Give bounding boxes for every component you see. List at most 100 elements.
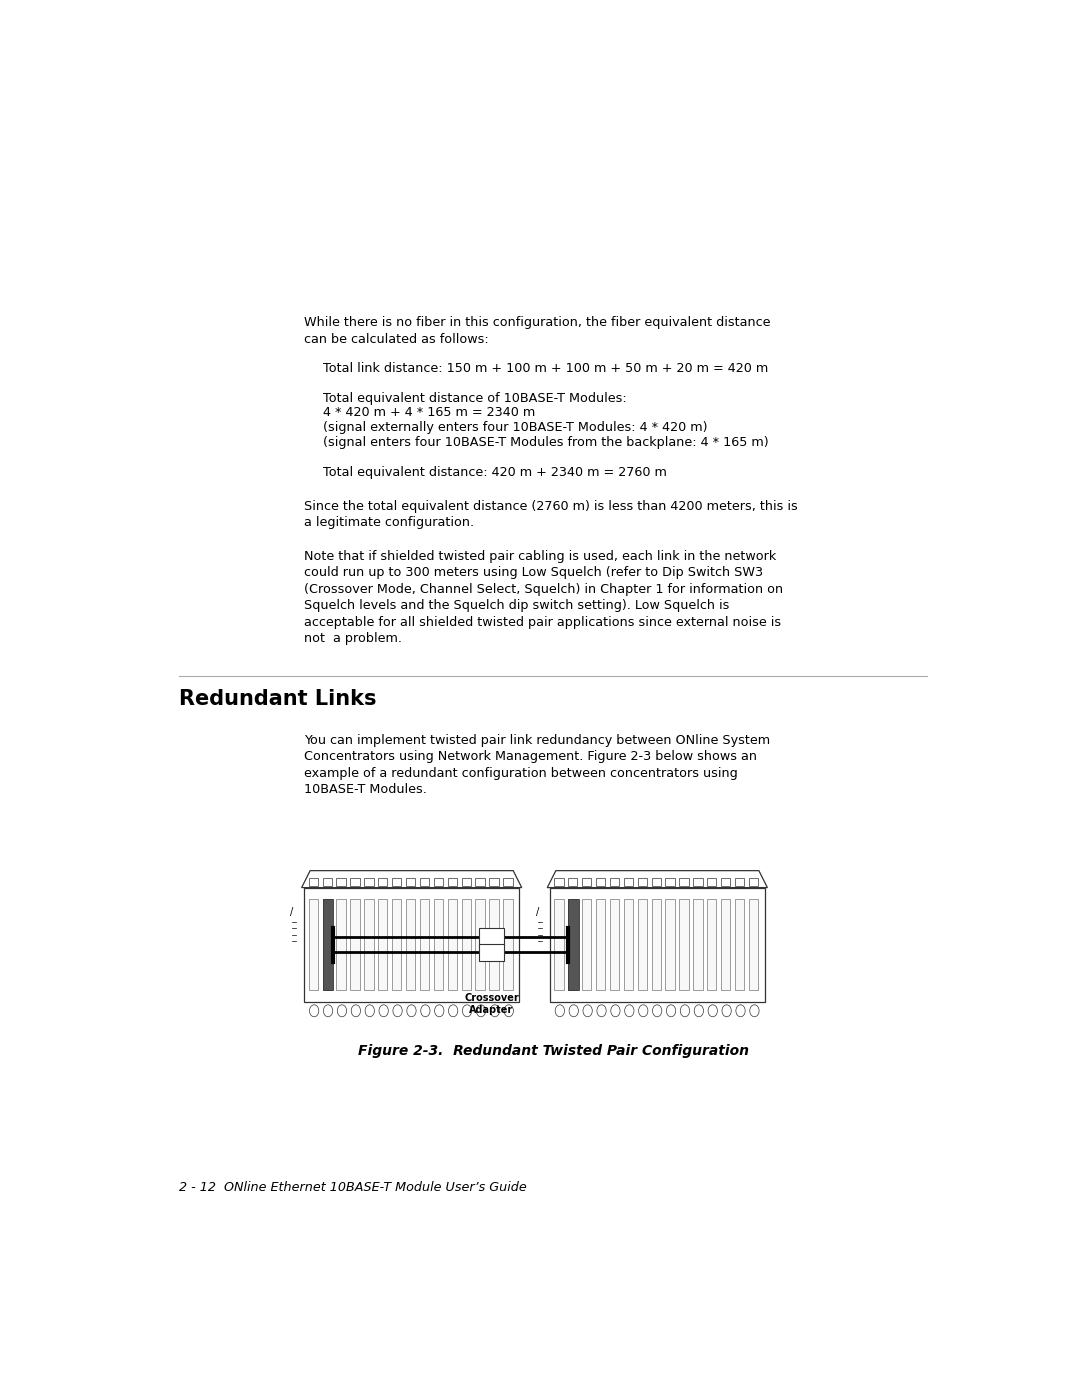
Circle shape — [379, 1004, 389, 1017]
Bar — [651, 879, 661, 886]
Circle shape — [666, 1004, 676, 1017]
Bar — [707, 900, 716, 990]
Circle shape — [310, 1004, 319, 1017]
Bar — [336, 900, 346, 990]
Bar — [323, 879, 332, 886]
Bar — [735, 900, 744, 990]
Bar — [480, 929, 504, 946]
Circle shape — [365, 1004, 375, 1017]
Bar — [624, 879, 633, 886]
Bar — [748, 900, 758, 990]
Bar — [392, 879, 402, 886]
Bar — [461, 900, 471, 990]
Bar — [503, 900, 513, 990]
Bar — [364, 900, 374, 990]
Polygon shape — [301, 870, 522, 887]
Bar — [721, 900, 730, 990]
Bar — [480, 944, 504, 961]
Text: 2 - 12  ONline Ethernet 10BASE-T Module User’s Guide: 2 - 12 ONline Ethernet 10BASE-T Module U… — [179, 1180, 527, 1194]
Circle shape — [448, 1004, 458, 1017]
Text: Total link distance: 150 m + 100 m + 100 m + 50 m + 20 m = 420 m: Total link distance: 150 m + 100 m + 100… — [323, 362, 769, 376]
Bar — [610, 900, 619, 990]
Circle shape — [750, 1004, 759, 1017]
Text: /: / — [291, 907, 294, 916]
Bar — [406, 900, 415, 990]
Bar — [323, 900, 334, 990]
Bar — [554, 879, 564, 886]
Text: Note that if shielded twisted pair cabling is used, each link in the network
cou: Note that if shielded twisted pair cabli… — [303, 549, 783, 645]
Bar — [568, 879, 578, 886]
Bar — [582, 900, 592, 990]
Circle shape — [393, 1004, 402, 1017]
Circle shape — [735, 1004, 745, 1017]
Bar — [651, 900, 661, 990]
Bar — [568, 900, 579, 990]
Circle shape — [434, 1004, 444, 1017]
Text: 4 * 420 m + 4 * 165 m = 2340 m: 4 * 420 m + 4 * 165 m = 2340 m — [323, 407, 536, 419]
Bar — [665, 900, 675, 990]
Circle shape — [337, 1004, 347, 1017]
Bar — [582, 879, 592, 886]
Circle shape — [421, 1004, 430, 1017]
Circle shape — [723, 1004, 731, 1017]
Bar — [679, 879, 689, 886]
Bar — [596, 900, 605, 990]
Circle shape — [555, 1004, 565, 1017]
Circle shape — [597, 1004, 606, 1017]
Bar — [568, 900, 578, 990]
Bar — [503, 879, 513, 886]
Bar — [447, 900, 457, 990]
Bar — [303, 887, 519, 1002]
Text: Figure 2-3.  Redundant Twisted Pair Configuration: Figure 2-3. Redundant Twisted Pair Confi… — [357, 1044, 750, 1058]
Circle shape — [569, 1004, 579, 1017]
Circle shape — [624, 1004, 634, 1017]
Bar — [489, 879, 499, 886]
Text: While there is no fiber in this configuration, the fiber equivalent distance
can: While there is no fiber in this configur… — [303, 316, 770, 345]
Bar — [489, 900, 499, 990]
Bar — [323, 900, 332, 990]
Circle shape — [583, 1004, 592, 1017]
Circle shape — [694, 1004, 703, 1017]
Bar — [378, 879, 388, 886]
Bar — [420, 900, 429, 990]
Bar — [707, 879, 716, 886]
Bar — [475, 879, 485, 886]
Bar — [309, 879, 318, 886]
Circle shape — [407, 1004, 416, 1017]
Bar — [748, 879, 758, 886]
Bar — [447, 879, 457, 886]
Circle shape — [638, 1004, 648, 1017]
Bar — [434, 879, 443, 886]
Circle shape — [490, 1004, 500, 1017]
Bar — [596, 879, 605, 886]
Bar — [309, 900, 318, 990]
Bar — [637, 879, 647, 886]
Text: (signal externally enters four 10BASE-T Modules: 4 * 420 m): (signal externally enters four 10BASE-T … — [323, 420, 707, 434]
Circle shape — [504, 1004, 513, 1017]
Bar — [550, 887, 765, 1002]
Circle shape — [652, 1004, 662, 1017]
Text: (signal enters four 10BASE-T Modules from the backplane: 4 * 165 m): (signal enters four 10BASE-T Modules fro… — [323, 436, 769, 448]
Text: /: / — [536, 907, 539, 916]
Bar — [665, 879, 675, 886]
Bar — [624, 900, 633, 990]
Circle shape — [680, 1004, 690, 1017]
Bar — [637, 900, 647, 990]
Bar — [406, 879, 415, 886]
Bar — [693, 879, 703, 886]
Circle shape — [476, 1004, 486, 1017]
Bar — [336, 879, 346, 886]
Text: Redundant Links: Redundant Links — [179, 689, 377, 708]
Circle shape — [708, 1004, 717, 1017]
Bar — [378, 900, 388, 990]
Bar — [350, 879, 360, 886]
Text: Crossover
Adapter: Crossover Adapter — [464, 993, 518, 1014]
Bar — [434, 900, 443, 990]
Bar — [350, 900, 360, 990]
Bar — [610, 879, 619, 886]
Text: Total equivalent distance: 420 m + 2340 m = 2760 m: Total equivalent distance: 420 m + 2340 … — [323, 465, 667, 479]
Bar — [554, 900, 564, 990]
Bar — [679, 900, 689, 990]
Circle shape — [323, 1004, 333, 1017]
Text: You can implement twisted pair link redundancy between ONline System
Concentrato: You can implement twisted pair link redu… — [303, 733, 770, 796]
